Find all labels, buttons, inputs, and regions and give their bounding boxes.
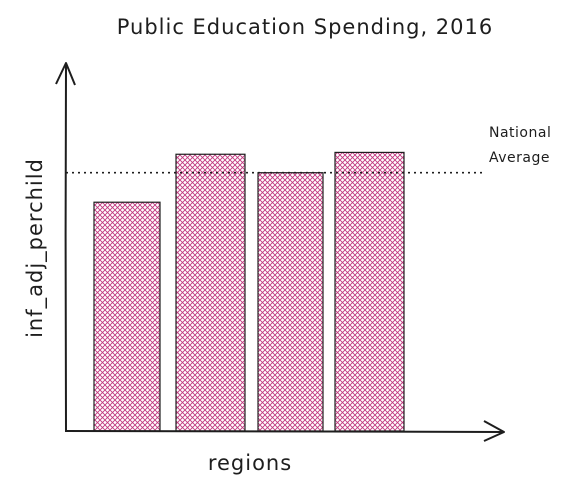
bar-4 <box>334 151 405 432</box>
bar-2 <box>175 153 246 432</box>
y-axis-label: inf_adj_perchild <box>23 158 48 338</box>
reference-line-label-line-1: National <box>489 125 551 141</box>
reference-line-group: National Average <box>66 125 551 174</box>
bars-group <box>93 151 405 432</box>
x-axis <box>65 420 505 442</box>
x-axis-label: regions <box>208 451 292 475</box>
bar-1 <box>93 201 161 432</box>
chart-title: Public Education Spending, 2016 <box>117 15 494 39</box>
reference-line-label-line-2: Average <box>489 150 550 166</box>
bar-3 <box>257 172 324 432</box>
y-axis <box>55 62 76 433</box>
